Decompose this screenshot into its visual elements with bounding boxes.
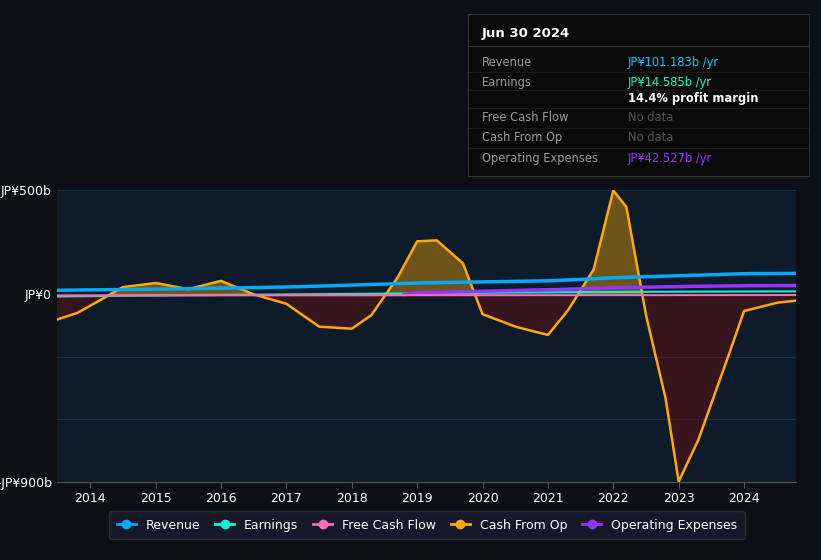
Text: Revenue: Revenue: [482, 56, 532, 69]
Text: Jun 30 2024: Jun 30 2024: [482, 27, 570, 40]
Text: JP¥101.183b /yr: JP¥101.183b /yr: [628, 56, 719, 69]
Text: Free Cash Flow: Free Cash Flow: [482, 111, 568, 124]
Text: JP¥42.527b /yr: JP¥42.527b /yr: [628, 152, 713, 165]
Text: No data: No data: [628, 111, 673, 124]
Text: Operating Expenses: Operating Expenses: [482, 152, 598, 165]
Text: JP¥14.585b /yr: JP¥14.585b /yr: [628, 76, 712, 88]
Legend: Revenue, Earnings, Free Cash Flow, Cash From Op, Operating Expenses: Revenue, Earnings, Free Cash Flow, Cash …: [109, 511, 745, 539]
Text: 14.4% profit margin: 14.4% profit margin: [628, 92, 759, 105]
Text: Earnings: Earnings: [482, 76, 531, 88]
Text: Cash From Op: Cash From Op: [482, 131, 562, 144]
Text: No data: No data: [628, 131, 673, 144]
